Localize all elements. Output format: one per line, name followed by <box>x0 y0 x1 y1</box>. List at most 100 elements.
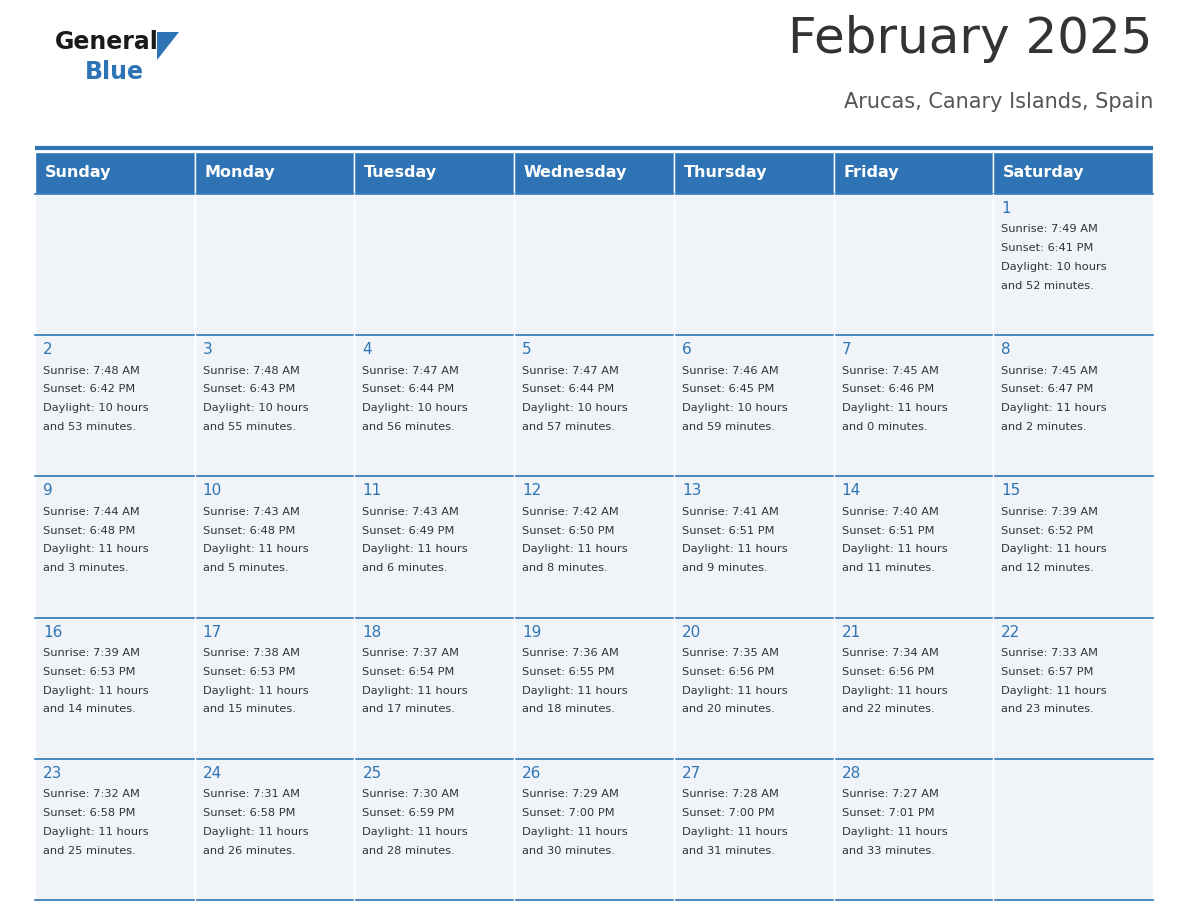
Bar <box>834 194 993 335</box>
Text: 19: 19 <box>523 624 542 640</box>
Text: Daylight: 10 hours: Daylight: 10 hours <box>362 403 468 413</box>
Text: Sunset: 6:50 PM: Sunset: 6:50 PM <box>523 526 614 536</box>
Text: Sunrise: 7:39 AM: Sunrise: 7:39 AM <box>1001 507 1098 517</box>
Bar <box>993 194 1154 335</box>
Text: 11: 11 <box>362 484 381 498</box>
Text: and 9 minutes.: and 9 minutes. <box>682 564 767 574</box>
Text: 21: 21 <box>841 624 861 640</box>
Text: and 6 minutes.: and 6 minutes. <box>362 564 448 574</box>
Text: 28: 28 <box>841 766 861 781</box>
Text: 3: 3 <box>203 342 213 357</box>
Bar <box>195 618 354 759</box>
Bar <box>195 476 354 618</box>
Text: Sunrise: 7:37 AM: Sunrise: 7:37 AM <box>362 648 460 658</box>
Bar <box>674 759 834 900</box>
Text: Sunset: 6:53 PM: Sunset: 6:53 PM <box>203 666 295 677</box>
Polygon shape <box>157 32 179 60</box>
Text: and 53 minutes.: and 53 minutes. <box>43 422 135 432</box>
Text: 17: 17 <box>203 624 222 640</box>
Text: and 20 minutes.: and 20 minutes. <box>682 704 775 714</box>
Bar <box>834 152 993 194</box>
Text: Daylight: 10 hours: Daylight: 10 hours <box>682 403 788 413</box>
Bar <box>514 152 674 194</box>
Text: Sunset: 6:49 PM: Sunset: 6:49 PM <box>362 526 455 536</box>
Text: Daylight: 11 hours: Daylight: 11 hours <box>1001 686 1107 696</box>
Text: Sunrise: 7:45 AM: Sunrise: 7:45 AM <box>841 365 939 375</box>
Bar <box>514 194 674 335</box>
Text: Daylight: 11 hours: Daylight: 11 hours <box>362 686 468 696</box>
Text: Sunrise: 7:49 AM: Sunrise: 7:49 AM <box>1001 225 1098 234</box>
Text: Sunrise: 7:32 AM: Sunrise: 7:32 AM <box>43 789 140 800</box>
Text: Sunset: 6:42 PM: Sunset: 6:42 PM <box>43 385 135 395</box>
Text: Sunset: 7:01 PM: Sunset: 7:01 PM <box>841 808 934 818</box>
Text: and 8 minutes.: and 8 minutes. <box>523 564 608 574</box>
Text: Arucas, Canary Islands, Spain: Arucas, Canary Islands, Spain <box>843 92 1154 112</box>
Text: Sunrise: 7:43 AM: Sunrise: 7:43 AM <box>203 507 299 517</box>
Text: Sunset: 6:47 PM: Sunset: 6:47 PM <box>1001 385 1094 395</box>
Bar <box>34 152 195 194</box>
Text: Sunset: 6:58 PM: Sunset: 6:58 PM <box>203 808 295 818</box>
Text: 9: 9 <box>43 484 52 498</box>
Text: Sunset: 6:53 PM: Sunset: 6:53 PM <box>43 666 135 677</box>
Text: Daylight: 11 hours: Daylight: 11 hours <box>841 403 947 413</box>
Text: Sunrise: 7:47 AM: Sunrise: 7:47 AM <box>362 365 460 375</box>
Text: Sunrise: 7:47 AM: Sunrise: 7:47 AM <box>523 365 619 375</box>
Text: Sunrise: 7:48 AM: Sunrise: 7:48 AM <box>43 365 140 375</box>
Text: Daylight: 11 hours: Daylight: 11 hours <box>43 827 148 837</box>
Text: Sunset: 7:00 PM: Sunset: 7:00 PM <box>682 808 775 818</box>
Text: Daylight: 11 hours: Daylight: 11 hours <box>43 686 148 696</box>
Text: Monday: Monday <box>204 165 274 181</box>
Bar <box>195 759 354 900</box>
Bar <box>354 335 514 476</box>
Bar <box>34 476 195 618</box>
Text: Sunrise: 7:45 AM: Sunrise: 7:45 AM <box>1001 365 1098 375</box>
Bar <box>993 618 1154 759</box>
Text: Sunrise: 7:38 AM: Sunrise: 7:38 AM <box>203 648 299 658</box>
Text: and 56 minutes.: and 56 minutes. <box>362 422 455 432</box>
Text: Blue: Blue <box>86 60 144 84</box>
Text: Sunrise: 7:46 AM: Sunrise: 7:46 AM <box>682 365 778 375</box>
Text: 8: 8 <box>1001 342 1011 357</box>
Text: Tuesday: Tuesday <box>364 165 437 181</box>
Text: General: General <box>55 30 159 54</box>
Bar <box>834 759 993 900</box>
Text: Sunset: 6:57 PM: Sunset: 6:57 PM <box>1001 666 1094 677</box>
Text: Daylight: 11 hours: Daylight: 11 hours <box>1001 544 1107 554</box>
Text: Sunrise: 7:41 AM: Sunrise: 7:41 AM <box>682 507 778 517</box>
Bar <box>993 759 1154 900</box>
Bar <box>34 759 195 900</box>
Text: Sunrise: 7:39 AM: Sunrise: 7:39 AM <box>43 648 140 658</box>
Text: 7: 7 <box>841 342 851 357</box>
Text: Sunset: 6:51 PM: Sunset: 6:51 PM <box>682 526 775 536</box>
Text: Sunrise: 7:48 AM: Sunrise: 7:48 AM <box>203 365 299 375</box>
Text: 20: 20 <box>682 624 701 640</box>
Text: Sunset: 6:56 PM: Sunset: 6:56 PM <box>841 666 934 677</box>
Text: Sunset: 6:51 PM: Sunset: 6:51 PM <box>841 526 934 536</box>
Text: Daylight: 10 hours: Daylight: 10 hours <box>523 403 627 413</box>
Text: Sunrise: 7:29 AM: Sunrise: 7:29 AM <box>523 789 619 800</box>
Bar <box>674 152 834 194</box>
Text: Sunrise: 7:43 AM: Sunrise: 7:43 AM <box>362 507 460 517</box>
Text: and 17 minutes.: and 17 minutes. <box>362 704 455 714</box>
Text: Sunrise: 7:44 AM: Sunrise: 7:44 AM <box>43 507 140 517</box>
Text: Daylight: 11 hours: Daylight: 11 hours <box>523 827 627 837</box>
Bar <box>674 618 834 759</box>
Text: 4: 4 <box>362 342 372 357</box>
Text: and 12 minutes.: and 12 minutes. <box>1001 564 1094 574</box>
Text: 15: 15 <box>1001 484 1020 498</box>
Text: Sunset: 6:43 PM: Sunset: 6:43 PM <box>203 385 295 395</box>
Text: Wednesday: Wednesday <box>524 165 627 181</box>
Text: Daylight: 11 hours: Daylight: 11 hours <box>362 544 468 554</box>
Bar <box>674 476 834 618</box>
Text: and 14 minutes.: and 14 minutes. <box>43 704 135 714</box>
Text: Daylight: 11 hours: Daylight: 11 hours <box>841 544 947 554</box>
Text: 2: 2 <box>43 342 52 357</box>
Text: Daylight: 11 hours: Daylight: 11 hours <box>682 686 788 696</box>
Text: Sunset: 6:59 PM: Sunset: 6:59 PM <box>362 808 455 818</box>
Text: 14: 14 <box>841 484 861 498</box>
Text: Daylight: 10 hours: Daylight: 10 hours <box>203 403 309 413</box>
Text: Friday: Friday <box>843 165 899 181</box>
Text: Sunrise: 7:36 AM: Sunrise: 7:36 AM <box>523 648 619 658</box>
Text: Sunset: 6:46 PM: Sunset: 6:46 PM <box>841 385 934 395</box>
Text: Sunset: 6:44 PM: Sunset: 6:44 PM <box>362 385 455 395</box>
